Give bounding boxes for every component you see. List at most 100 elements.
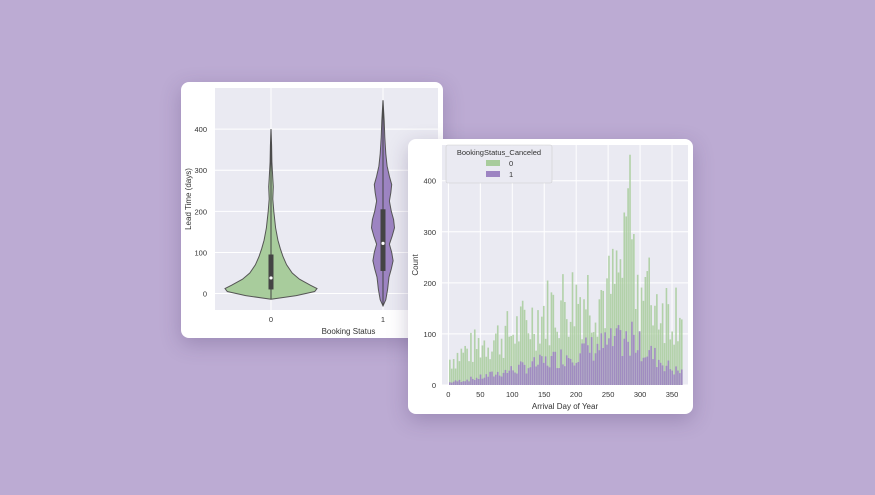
- histogram-bar-0: [552, 294, 555, 385]
- histogram-bar-0: [673, 344, 675, 385]
- histogram-bar-1: [487, 376, 489, 385]
- histogram-bar-1: [521, 362, 524, 385]
- histogram-bar-1: [479, 374, 482, 385]
- histogram-bar-1: [456, 381, 459, 385]
- histogram-bar-1: [506, 373, 509, 385]
- histogram-bar-0: [508, 336, 511, 385]
- histogram-bar-0: [602, 290, 604, 385]
- histogram-bar-1: [562, 364, 564, 385]
- histogram-bar-0: [621, 277, 624, 385]
- histogram-bar-1: [577, 361, 580, 385]
- y-tick-label: 300: [194, 166, 207, 175]
- histogram-bar-0: [518, 341, 520, 385]
- histogram-bar-0: [633, 234, 635, 385]
- histogram-bar-0: [527, 333, 530, 385]
- histogram-bar-1: [548, 367, 551, 385]
- histogram-bar-1: [659, 362, 662, 385]
- histogram-chart-card: 0 100 200 300 400 0 50 100 150 200 250 300 350 Arriva…: [408, 139, 693, 414]
- histogram-bar-1: [539, 354, 541, 385]
- histogram-bar-1: [491, 371, 493, 385]
- histogram-bar-1: [518, 364, 520, 385]
- histogram-bar-1: [619, 330, 622, 385]
- histogram-bar-1: [617, 325, 620, 385]
- histogram-bar-1: [594, 353, 597, 385]
- histogram-bar-1: [604, 332, 606, 385]
- violin-iqr-box: [380, 209, 386, 271]
- histogram-bar-1: [665, 365, 668, 385]
- histogram-bar-0: [640, 287, 643, 385]
- histogram-bar-1: [636, 350, 639, 385]
- histogram-bar-1: [602, 348, 604, 385]
- x-tick-label: 0: [446, 390, 450, 399]
- histogram-bar-1: [523, 364, 526, 385]
- histogram-bar-0: [560, 300, 562, 385]
- histogram-bar-1: [646, 356, 649, 385]
- histogram-bar-0: [564, 301, 566, 385]
- histogram-bar-0: [479, 357, 482, 385]
- histogram-bar-1: [629, 355, 631, 385]
- histogram-bar-1: [544, 356, 547, 385]
- histogram-bar-1: [569, 358, 572, 385]
- histogram-bar-0: [592, 332, 595, 385]
- histogram-bar-1: [508, 370, 511, 385]
- histogram-bar-1: [558, 368, 560, 385]
- histogram-bar-0: [464, 345, 466, 385]
- histogram-bar-0: [625, 216, 627, 385]
- histogram-bar-1: [458, 379, 461, 385]
- y-tick-label: 100: [194, 248, 207, 257]
- histogram-bar-1: [554, 351, 557, 385]
- histogram-bar-0: [452, 359, 455, 385]
- histogram-bar-1: [500, 376, 503, 385]
- x-tick-label: 100: [506, 390, 519, 399]
- histogram-bar-1: [587, 345, 589, 385]
- legend-title: BookingStatus_Canceled: [457, 148, 541, 157]
- histogram-bar-1: [657, 359, 660, 385]
- histogram-bar-1: [514, 372, 516, 385]
- histogram-bar-0: [502, 357, 505, 385]
- histogram-bar-1: [652, 359, 654, 385]
- histogram-bar-1: [452, 381, 455, 385]
- histogram-bar-0: [473, 329, 476, 385]
- histogram-bar-1: [493, 376, 495, 385]
- histogram-bar-0: [652, 325, 654, 385]
- histogram-bar-0: [588, 315, 591, 385]
- histogram-bar-1: [611, 346, 614, 385]
- x-tick-label: 300: [634, 390, 647, 399]
- histogram-bar-1: [648, 350, 651, 385]
- x-axis-label: Arrival Day of Year: [532, 402, 599, 411]
- histogram-bar-0: [644, 277, 647, 385]
- histogram-bar-0: [675, 287, 677, 385]
- y-tick-label: 100: [423, 330, 436, 339]
- histogram-bar-1: [541, 356, 543, 385]
- violin-chart-card: 0 100 200 300 400 0 1 Booking Status Lead Time (…: [181, 82, 443, 338]
- histogram-bar-0: [587, 274, 589, 385]
- x-axis-label: Booking Status: [322, 327, 376, 336]
- histogram-bar-0: [627, 188, 629, 385]
- histogram-bar-1: [671, 370, 674, 385]
- histogram-bar-1: [564, 366, 566, 385]
- histogram-bar-0: [565, 319, 568, 385]
- histogram-bar-0: [606, 278, 608, 385]
- histogram-bar-1: [623, 338, 626, 385]
- histogram-bar-0: [450, 368, 453, 385]
- histogram-bar-1: [575, 362, 578, 385]
- y-tick-label: 200: [194, 207, 207, 216]
- violin-median: [381, 241, 385, 245]
- histogram-bar-0: [646, 271, 649, 385]
- histogram-bar-1: [627, 341, 629, 385]
- histogram-bar-1: [495, 374, 497, 385]
- histogram-bar-0: [529, 339, 532, 385]
- histogram-bar-1: [656, 367, 658, 385]
- histogram-bar-0: [575, 284, 578, 385]
- histogram-bar-1: [527, 368, 530, 385]
- histogram-bar-1: [661, 365, 664, 385]
- histogram-bar-1: [633, 334, 635, 385]
- histogram-bar-0: [537, 310, 539, 385]
- histogram-bar-0: [556, 331, 558, 385]
- histogram-bar-1: [644, 357, 647, 385]
- histogram-bar-1: [573, 365, 576, 385]
- histogram-bar-1: [610, 328, 612, 385]
- histogram-bar-0: [470, 332, 472, 385]
- histogram-bar-1: [673, 374, 675, 385]
